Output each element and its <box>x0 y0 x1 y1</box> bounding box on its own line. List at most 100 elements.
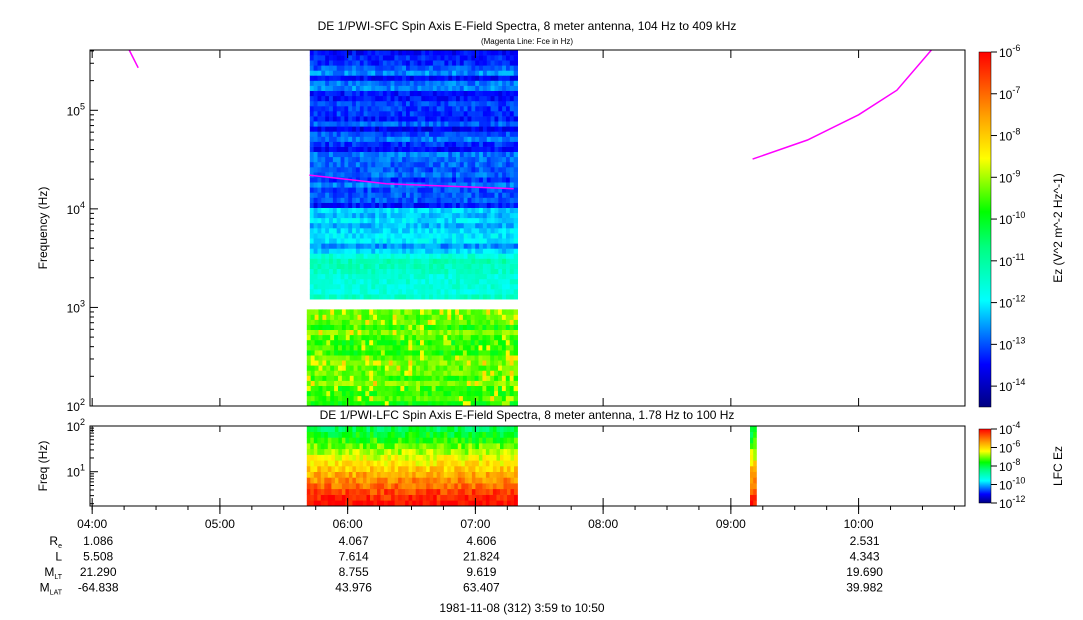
sfc-cell <box>417 50 422 56</box>
sfc-cell <box>439 370 444 376</box>
sfc-cell <box>474 360 479 366</box>
sfc-cell <box>373 324 378 330</box>
sfc-cell <box>423 375 429 381</box>
sfc-cell <box>474 345 479 351</box>
lfc-cell <box>475 460 480 467</box>
sfc-cell <box>406 228 411 234</box>
sfc-cell <box>494 146 499 152</box>
sfc-cell <box>329 126 334 132</box>
sfc-cell <box>329 75 334 81</box>
sfc-cell <box>386 95 391 102</box>
sfc-cell <box>443 350 448 356</box>
sfc-cell <box>417 233 422 239</box>
lfc-cell <box>457 471 462 478</box>
sfc-cell <box>431 329 437 336</box>
sfc-cell <box>494 202 499 208</box>
sfc-cell <box>352 207 357 214</box>
sfc-cell <box>506 141 511 147</box>
lfc-cell <box>366 471 371 478</box>
sfc-cell <box>349 390 355 397</box>
sfc-cell <box>482 319 487 325</box>
colorbar-tick-label: 10-6 <box>999 439 1020 456</box>
sfc-cell <box>425 131 430 137</box>
sfc-cell <box>444 50 449 56</box>
sfc-cell <box>375 233 380 239</box>
sfc-cell <box>382 60 388 66</box>
sfc-cell <box>490 177 495 183</box>
sfc-cell <box>318 339 323 346</box>
sfc-cell <box>334 334 339 341</box>
sfc-cell <box>448 90 453 97</box>
sfc-cell <box>436 50 441 56</box>
sfc-cell <box>313 136 318 142</box>
sfc-cell <box>432 273 438 280</box>
sfc-cell <box>344 50 349 56</box>
sfc-cell <box>455 334 460 341</box>
sfc-cell <box>432 289 438 295</box>
sfc-cell <box>498 395 503 402</box>
sfc-cell <box>377 314 382 320</box>
sfc-cell <box>494 105 499 112</box>
sfc-cell <box>321 100 326 107</box>
sfc-cell <box>382 212 388 219</box>
lfc-cell <box>422 500 427 507</box>
sfc-cell <box>462 334 468 341</box>
sfc-cell <box>353 365 358 371</box>
sfc-cell <box>506 50 511 56</box>
sfc-cell <box>326 334 331 341</box>
lfc-cell <box>507 477 511 484</box>
lfc-cell <box>345 454 350 461</box>
lfc-cell <box>313 443 318 450</box>
sfc-cell <box>444 172 449 178</box>
sfc-cell <box>509 294 515 300</box>
sfc-cell <box>329 238 334 244</box>
sfc-cell <box>459 309 464 315</box>
sfc-cell <box>318 355 323 361</box>
lfc-cell <box>450 483 455 490</box>
lfc-cell <box>475 500 480 507</box>
sfc-cell <box>332 202 338 208</box>
sfc-cell <box>377 339 382 346</box>
lfc-cell <box>310 460 315 467</box>
sfc-cell <box>402 116 407 122</box>
lfc-cell <box>443 471 448 478</box>
sfc-cell <box>375 55 380 61</box>
lfc-cell <box>433 466 438 472</box>
lfc-cell <box>753 454 757 461</box>
lfc-cell <box>461 494 466 501</box>
lfc-cell <box>338 431 343 438</box>
sfc-cell <box>432 233 438 239</box>
lfc-cell <box>327 500 332 507</box>
sfc-cell <box>439 360 444 366</box>
sfc-cell <box>416 380 421 386</box>
sfc-cell <box>421 217 426 224</box>
lfc-cell <box>478 443 483 450</box>
lfc-cell <box>478 448 483 455</box>
sfc-cell <box>475 172 480 178</box>
sfc-cell <box>317 121 322 127</box>
sfc-cell <box>408 365 413 371</box>
lfc-cell <box>352 431 357 438</box>
sfc-cell <box>436 80 441 86</box>
sfc-cell <box>309 238 315 244</box>
sfc-cell <box>436 141 441 147</box>
sfc-cell <box>478 309 483 315</box>
sfc-cell <box>448 65 453 71</box>
sfc-cell <box>459 268 465 275</box>
sfc-cell <box>448 278 453 285</box>
sfc-cell <box>355 283 361 290</box>
sfc-cell <box>398 222 403 229</box>
sfc-cell <box>502 212 507 219</box>
sfc-cell <box>406 233 411 239</box>
lfc-cell <box>457 437 462 444</box>
lfc-cell <box>355 448 360 455</box>
sfc-cell <box>398 248 403 254</box>
sfc-cell <box>325 222 330 229</box>
sfc-cell <box>341 390 347 397</box>
lfc-cell <box>370 443 374 450</box>
sfc-cell <box>467 126 472 132</box>
sfc-cell <box>432 105 438 112</box>
lfc-cell <box>341 483 346 490</box>
sfc-cell <box>509 233 515 239</box>
sfc-cell <box>318 370 323 376</box>
